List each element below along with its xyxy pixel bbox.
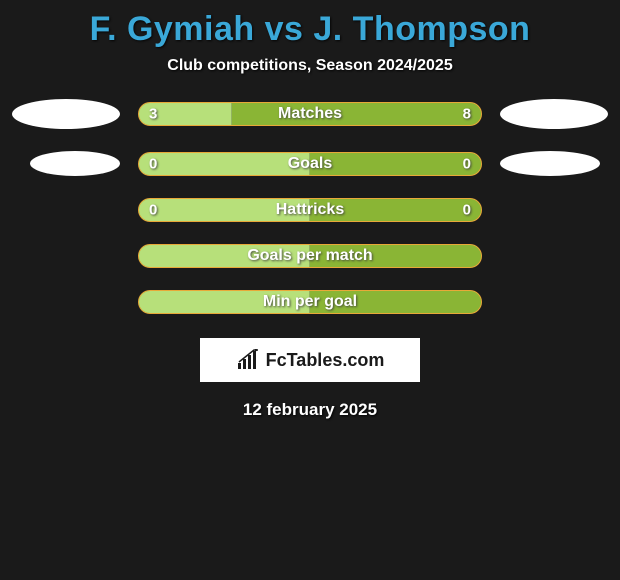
stat-row: Min per goal (0, 290, 620, 314)
stat-label: Min per goal (139, 293, 481, 311)
stat-label: Goals per match (139, 247, 481, 265)
stat-bar: Goals per match (138, 244, 482, 268)
stat-bar: 00Hattricks (138, 198, 482, 222)
spacer (12, 302, 120, 303)
spacer (500, 302, 608, 303)
player-left-badge (30, 151, 120, 176)
logo-text: FcTables.com (266, 350, 385, 371)
spacer (500, 256, 608, 257)
player-right-badge (500, 151, 600, 176)
stat-row: 00Goals (0, 151, 620, 176)
spacer (12, 210, 120, 211)
player-right-badge (500, 99, 608, 129)
subtitle: Club competitions, Season 2024/2025 (0, 53, 620, 99)
stat-label: Goals (139, 155, 481, 173)
stat-row: 00Hattricks (0, 198, 620, 222)
stat-bar: 38Matches (138, 102, 482, 126)
stat-label: Matches (139, 105, 481, 123)
stat-bar: 00Goals (138, 152, 482, 176)
stat-row: 38Matches (0, 99, 620, 129)
site-logo: FcTables.com (200, 338, 420, 382)
stats-list: 38Matches 00Goals 00Hattricks Goals per mat… (0, 99, 620, 314)
chart-icon (236, 349, 262, 371)
stat-label: Hattricks (139, 201, 481, 219)
spacer (500, 210, 608, 211)
stat-bar: Min per goal (138, 290, 482, 314)
player-left-badge (12, 99, 120, 129)
page-title: F. Gymiah vs J. Thompson (0, 4, 620, 53)
stat-row: Goals per match (0, 244, 620, 268)
date-label: 12 february 2025 (0, 400, 620, 420)
spacer (12, 256, 120, 257)
